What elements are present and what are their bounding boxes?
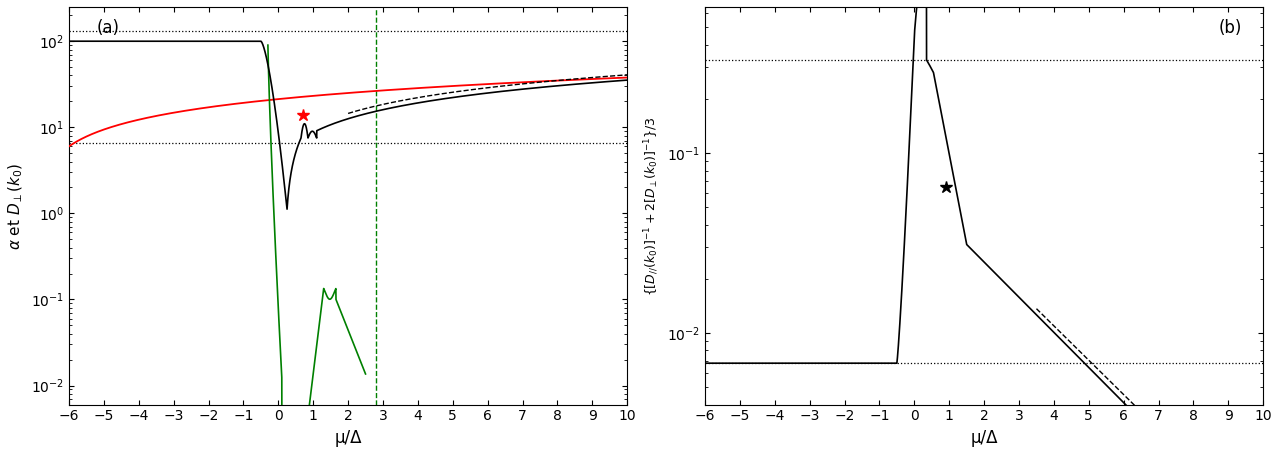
Y-axis label: $\{[D_{//}(k_0)]^{-1}+2[D_\perp(k_0)]^{-1}\}/3$: $\{[D_{//}(k_0)]^{-1}+2[D_\perp(k_0)]^{-… [643, 116, 661, 296]
X-axis label: μ/Δ: μ/Δ [334, 429, 362, 447]
Text: (a): (a) [97, 19, 120, 37]
X-axis label: μ/Δ: μ/Δ [971, 429, 998, 447]
Text: (b): (b) [1219, 19, 1242, 37]
Y-axis label: $\alpha$ et $D_\perp(k_0)$: $\alpha$ et $D_\perp(k_0)$ [6, 162, 26, 250]
